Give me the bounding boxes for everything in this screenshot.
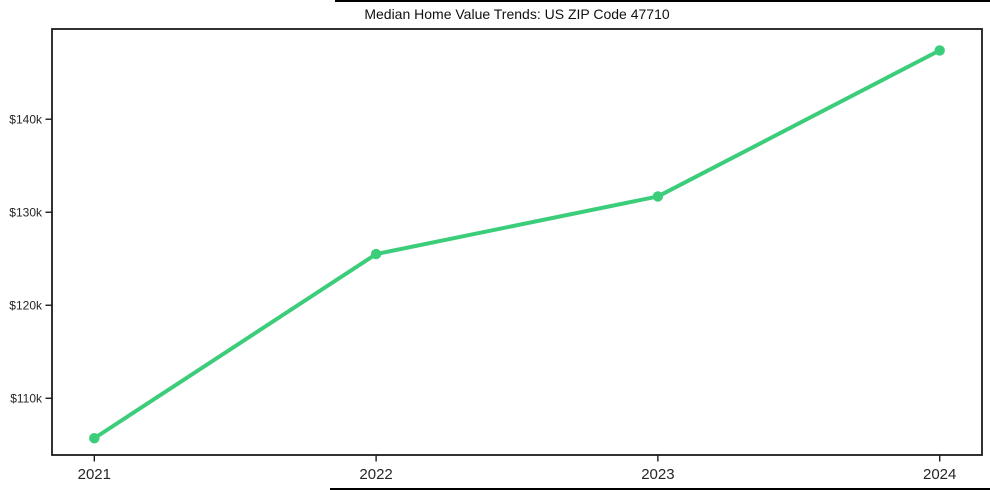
data-point-marker: [934, 45, 945, 56]
y-tick-label: $120k: [9, 298, 43, 312]
x-tick-label: 2022: [359, 466, 392, 483]
y-tick-label: $130k: [9, 205, 43, 219]
data-point-marker: [652, 191, 664, 202]
data-point-marker: [89, 433, 100, 444]
y-axis: $110k $120k $130k $140k: [9, 112, 52, 405]
x-tick-label: 2021: [78, 466, 111, 483]
x-tick-label: 2023: [641, 466, 674, 483]
data-series: [89, 45, 945, 444]
y-tick-label: $140k: [9, 112, 43, 126]
data-point-marker: [370, 248, 382, 260]
x-axis: 2021 2022 2023 2024: [78, 455, 956, 483]
x-tick-label: 2024: [923, 466, 956, 483]
series-line: [92, 48, 942, 441]
plot-border: [51, 28, 983, 456]
screen-bottom-edge-line: [330, 488, 990, 490]
screen-top-edge-line: [335, 0, 990, 2]
chart-title: Median Home Value Trends: US ZIP Code 47…: [364, 6, 670, 22]
y-tick-label: $110k: [10, 391, 43, 405]
